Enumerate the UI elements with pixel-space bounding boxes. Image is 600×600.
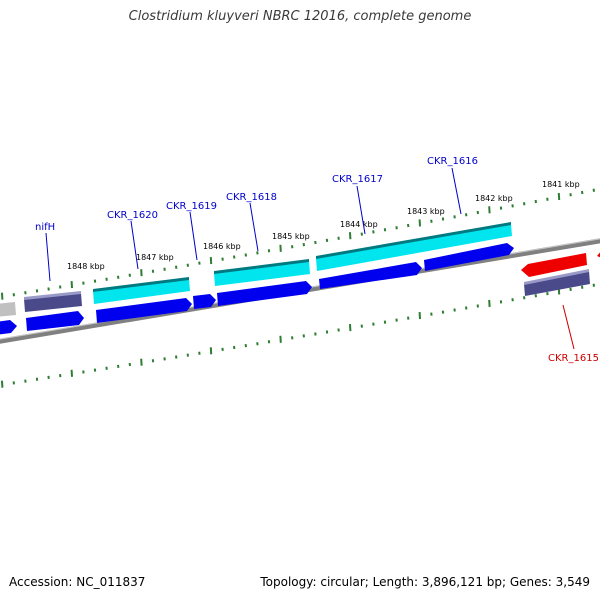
gene-label-CKR_1615[interactable]: CKR_1615: [548, 353, 599, 364]
leader-1616: [451, 167, 462, 215]
kbp-label-1842: 1842 kbp: [475, 194, 513, 203]
gene-label-CKR_1618[interactable]: CKR_1618: [226, 192, 277, 203]
cds-arrow-1618[interactable]: [217, 281, 312, 306]
cds-arrow-1616[interactable]: [424, 243, 514, 271]
kbp-label-1844: 1844 kbp: [340, 220, 378, 229]
cds-track: [0, 243, 514, 335]
inner-tick-track: [1, 283, 595, 388]
feature-cyan-1618-edge: [214, 259, 309, 274]
cds-arrow-nifH[interactable]: [26, 311, 84, 331]
kbp-label-1845: 1845 kbp: [272, 232, 310, 241]
label-leaders: [45, 167, 575, 350]
cds-arrow-red-offscreen[interactable]: [597, 250, 600, 258]
kbp-label-1843: 1843 kbp: [407, 207, 445, 216]
outer-tick-track: [1, 188, 595, 300]
cds-arrow-1619[interactable]: [193, 294, 216, 309]
gene-label-CKR_1620[interactable]: CKR_1620: [107, 210, 158, 221]
gene-labels: nifH CKR_1620 CKR_1619 CKR_1618 CKR_1617…: [35, 156, 599, 364]
selected-feature: [521, 250, 600, 277]
cds-arrow-selected-red[interactable]: [521, 253, 587, 277]
leader-1617: [356, 185, 366, 235]
feature-cyan-1620[interactable]: [93, 279, 190, 304]
map-title: Clostridium kluyveri NBRC 12016, complet…: [128, 9, 472, 24]
gene-track-upper: [0, 269, 590, 317]
cds-arrow-1620[interactable]: [96, 298, 192, 323]
kbp-label-1847: 1847 kbp: [136, 253, 174, 262]
feature-cyan-1617-edge: [316, 222, 511, 259]
kbp-labels: 1848 kbp 1847 kbp 1846 kbp 1845 kbp 1844…: [67, 180, 580, 271]
gene-grey-block[interactable]: [0, 302, 16, 317]
rrna-track: [93, 222, 512, 304]
leader-nifH: [45, 232, 51, 282]
gene-label-CKR_1616[interactable]: CKR_1616: [427, 156, 478, 167]
kbp-label-1846: 1846 kbp: [203, 242, 241, 251]
feature-cyan-1620-edge: [93, 277, 189, 292]
gene-label-nifH[interactable]: nifH: [35, 222, 55, 233]
cds-arrow-1617[interactable]: [319, 262, 422, 289]
feature-cyan-1617[interactable]: [316, 224, 512, 271]
leader-1615: [562, 304, 575, 350]
kbp-label-1841: 1841 kbp: [542, 180, 580, 189]
gene-nifH-edge: [24, 291, 81, 300]
leader-1618: [249, 202, 259, 252]
leader-1620: [130, 220, 139, 270]
accession-text: Accession: NC_011837: [9, 575, 146, 589]
gene-1615-edge: [524, 269, 589, 285]
leader-1619: [189, 211, 198, 261]
cds-arrow-left-edge[interactable]: [0, 320, 17, 335]
gene-label-CKR_1619[interactable]: CKR_1619: [166, 201, 217, 212]
kbp-label-1848: 1848 kbp: [67, 262, 105, 271]
gene-1615-block[interactable]: [524, 271, 590, 296]
feature-cyan-1618[interactable]: [214, 261, 310, 286]
summary-text: Topology: circular; Length: 3,896,121 bp…: [260, 575, 590, 589]
gene-label-CKR_1617[interactable]: CKR_1617: [332, 174, 383, 185]
